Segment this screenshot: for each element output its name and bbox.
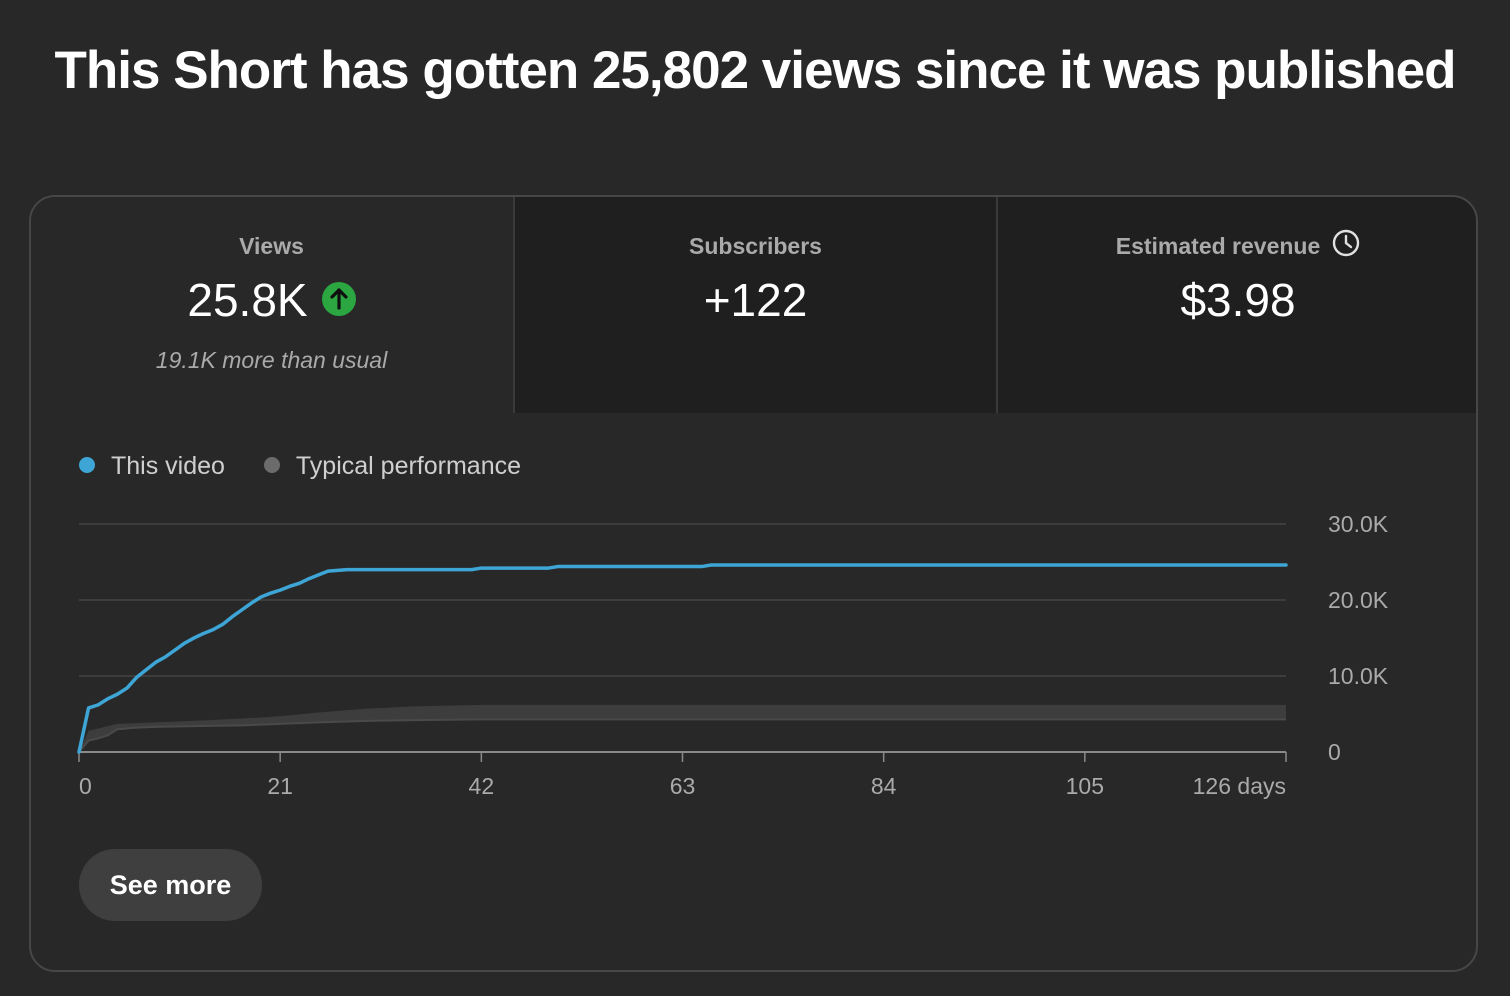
x-tick-label: 84 [871,773,897,799]
chart-legend: This video Typical performance [79,451,553,481]
metric-tab-revenue[interactable]: Estimated revenue $3.98 [996,197,1476,413]
legend-label: This video [111,451,225,480]
metric-tabs: Views 25.8K 19.1K more than usual Subscr… [31,197,1476,413]
legend-item-this-video: This video [79,452,225,481]
x-tick-label: 63 [670,773,696,799]
x-tick-label: 42 [469,773,495,799]
this-video-line [77,563,1288,754]
y-tick-label: 10.0K [1328,663,1389,689]
metric-value: 25.8K [31,273,512,327]
x-tick-label: 126 days [1193,773,1286,799]
metric-label: Views [239,233,304,259]
metric-comparison: 19.1K more than usual [155,347,388,373]
metric-label-row: Estimated revenue [998,229,1476,263]
page-title: This Short has gotten 25,802 views since… [54,41,1457,100]
y-tick-label: 20.0K [1328,587,1389,613]
legend-item-typical: Typical performance [263,451,522,481]
legend-dot [263,457,280,474]
x-tick-label: 21 [267,773,293,799]
legend-dot [79,457,95,474]
x-tick-label: 105 [1066,773,1104,799]
metric-tab-subscribers[interactable]: Subscribers +122 [513,197,996,413]
x-tick-label: 0 [79,773,92,799]
legend-label: Typical performance [295,451,522,480]
typical-performance-line [78,718,1286,753]
y-tick-label: 0 [1328,739,1341,765]
metric-tab-views[interactable]: Views 25.8K 19.1K more than usual [31,197,512,413]
metric-label: Subscribers [689,233,822,259]
see-more-button[interactable]: See more [79,849,262,921]
subscribers-value: +122 [703,274,808,326]
y-tick-label: 30.0K [1328,511,1389,537]
metric-label: Estimated revenue [1115,233,1321,260]
views-value: 25.8K [187,274,308,326]
arrow-up-circle-icon [321,273,356,327]
views-chart: 0 10.0K 20.0K 30.0K 0 21 42 63 84 105 126 days [77,511,1389,799]
analytics-card: Views 25.8K 19.1K more than usual Subscr… [29,195,1478,972]
clock-icon [1332,229,1360,263]
revenue-value: $3.98 [1180,274,1296,326]
typical-performance-band [79,704,1286,752]
